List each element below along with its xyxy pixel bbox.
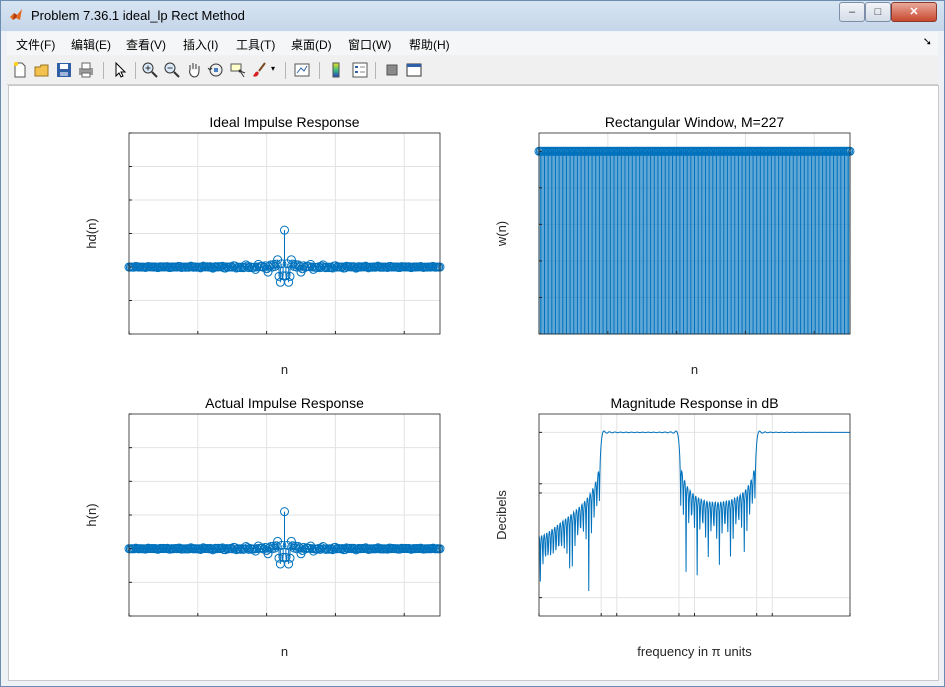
menu-tools[interactable]: 工具(T) — [236, 38, 276, 52]
title-bar[interactable]: Problem 7.36.1 ideal_lp Rect Method – □ … — [1, 1, 944, 31]
toolbar-separator — [103, 62, 104, 79]
matlab-logo-icon — [10, 9, 22, 20]
menu-window[interactable]: 窗口(W) — [348, 38, 392, 52]
zoom-in-icon[interactable] — [141, 61, 159, 79]
stem-marker — [278, 271, 288, 281]
y-axis-label: h(n) — [84, 503, 99, 526]
minimize-button[interactable]: – — [839, 2, 865, 22]
figure-canvas: Ideal Impulse Response n hd(n) Rectangular … — [8, 85, 939, 681]
stem-marker — [285, 553, 295, 563]
toolbar-separator — [135, 62, 136, 79]
rotate-3d-icon[interactable] — [207, 61, 225, 79]
menu-insert[interactable]: 插入(I) — [183, 38, 219, 52]
y-axis-label: hd(n) — [84, 218, 99, 248]
menu-desktop[interactable]: 桌面(D) — [291, 38, 332, 52]
stem-marker — [284, 277, 294, 287]
stem-series — [534, 146, 855, 334]
zoom-out-icon[interactable] — [163, 61, 181, 79]
stem-marker — [284, 559, 294, 569]
stem-marker — [280, 225, 289, 235]
subplot-1: Ideal Impulse Response n hd(n) — [84, 114, 445, 377]
menu-view[interactable]: 查看(V) — [126, 38, 166, 52]
plot-title: Magnitude Response in dB — [610, 395, 778, 411]
subplot-2: Rectangular Window, M=227 n w(n) — [494, 114, 855, 377]
hide-tools-icon[interactable] — [383, 61, 401, 79]
stem-marker — [253, 259, 263, 269]
new-figure-icon[interactable] — [11, 61, 29, 79]
menu-help[interactable]: 帮助(H) — [409, 38, 450, 52]
data-cursor-icon[interactable] — [229, 61, 247, 79]
menu-edit[interactable]: 编辑(E) — [71, 38, 111, 52]
stem-marker — [321, 544, 331, 554]
x-axis-label: n — [281, 362, 288, 377]
x-axis-label: n — [281, 644, 288, 659]
figure-toolbar: ▾ — [7, 56, 938, 85]
stem-marker — [308, 264, 318, 274]
menu-dock-arrow-icon[interactable]: ➘ — [922, 36, 932, 48]
pointer-icon[interactable] — [111, 61, 129, 79]
save-icon[interactable] — [55, 61, 73, 79]
colorbar-icon[interactable] — [327, 61, 345, 79]
legend-icon[interactable] — [351, 61, 369, 79]
stem-marker — [208, 545, 218, 555]
pan-hand-icon[interactable] — [185, 61, 203, 79]
print-icon[interactable] — [77, 61, 95, 79]
stem-marker — [274, 553, 284, 563]
subplot-4: Magnitude Response in dB frequency in π u… — [494, 395, 851, 659]
stem-marker — [280, 507, 289, 517]
open-file-icon[interactable] — [33, 61, 51, 79]
stem-marker — [285, 271, 295, 281]
window-title: Problem 7.36.1 ideal_lp Rect Method — [31, 8, 245, 23]
plot-title: Ideal Impulse Response — [209, 114, 359, 130]
x-axis-label: n — [691, 362, 698, 377]
toolbar-separator — [375, 62, 376, 79]
stem-marker — [277, 540, 287, 550]
x-axis-label: frequency in π units — [637, 644, 752, 659]
stem-marker — [318, 541, 328, 551]
brush-dropdown-icon[interactable]: ▾ — [271, 64, 276, 73]
y-axis-label: Decibels — [494, 490, 509, 540]
brush-icon[interactable] — [251, 61, 269, 79]
menu-bar: 文件(F) 编辑(E) 查看(V) 插入(I) 工具(T) 桌面(D) 窗口(W… — [7, 32, 938, 55]
stem-marker — [271, 259, 281, 269]
maximize-button[interactable]: □ — [865, 2, 891, 22]
stem-marker — [230, 543, 240, 553]
stem-marker — [318, 260, 328, 270]
plot-title: Rectangular Window, M=227 — [605, 114, 785, 130]
stem-marker — [277, 259, 287, 269]
stem-marker — [308, 546, 318, 556]
toolbar-separator — [319, 62, 320, 79]
magnitude-line — [538, 430, 851, 591]
close-button[interactable]: ✕ — [891, 2, 937, 22]
subplot-3: Actual Impulse Response n h(n) — [84, 395, 445, 659]
stem-marker — [271, 541, 281, 551]
stem-marker — [278, 552, 288, 562]
plots-svg: Ideal Impulse Response n hd(n) Rectangular … — [84, 114, 855, 659]
stem-marker — [266, 542, 276, 552]
stem-marker — [274, 271, 284, 281]
stem-marker — [253, 541, 263, 551]
axes-box — [538, 132, 851, 335]
menu-file[interactable]: 文件(F) — [16, 38, 56, 52]
stem-marker — [230, 261, 240, 271]
link-plot-icon[interactable] — [293, 61, 311, 79]
stem-marker — [208, 263, 218, 273]
show-tools-icon[interactable] — [405, 61, 423, 79]
y-axis-label: w(n) — [494, 221, 509, 247]
stem-marker — [266, 260, 276, 270]
toolbar-separator — [285, 62, 286, 79]
plot-title: Actual Impulse Response — [205, 395, 364, 411]
stem-marker — [321, 263, 331, 273]
